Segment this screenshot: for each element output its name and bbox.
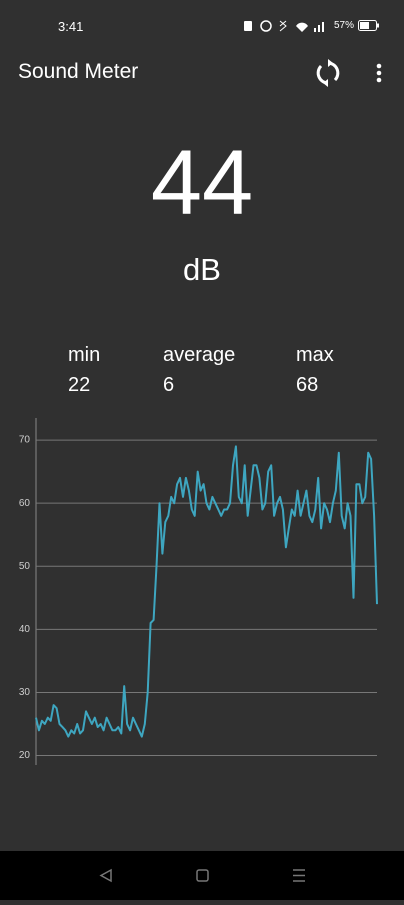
nav-bar [0, 851, 404, 900]
back-button[interactable] [99, 868, 112, 883]
stat-value: 68 [296, 374, 319, 396]
y-tick-label: 60 [19, 498, 31, 509]
battery-percent: 57% [334, 20, 355, 31]
nav-icons [99, 868, 305, 883]
app-title: Sound Meter [18, 60, 139, 83]
reading-value: 44 [150, 132, 254, 234]
stat-label: max [296, 344, 334, 366]
battery-icon [358, 20, 379, 31]
y-tick-label: 50 [19, 561, 31, 572]
status-icons [244, 20, 324, 32]
y-tick-label: 40 [19, 624, 31, 635]
stat-value: 22 [68, 374, 91, 396]
line-series [35, 445, 378, 738]
home-button[interactable] [196, 869, 209, 882]
recents-button[interactable] [293, 869, 305, 882]
chart: 20 30 40 50 60 70 [19, 418, 378, 765]
y-tick-label: 20 [19, 750, 31, 761]
y-tick-label: 30 [19, 687, 31, 698]
menu-button[interactable] [372, 62, 386, 84]
reading-unit: dB [183, 252, 221, 287]
stat-label: average [163, 344, 236, 366]
y-tick-label: 70 [19, 435, 31, 446]
stat-label: min [68, 344, 101, 366]
status-time: 3:41 [58, 19, 84, 34]
refresh-button[interactable] [313, 58, 343, 88]
stat-value: 6 [163, 374, 175, 396]
